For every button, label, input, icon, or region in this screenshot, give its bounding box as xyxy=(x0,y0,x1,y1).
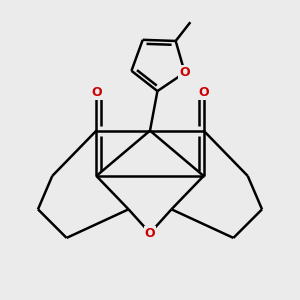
Text: O: O xyxy=(179,66,190,79)
Text: O: O xyxy=(145,226,155,240)
Text: O: O xyxy=(198,86,209,99)
Text: O: O xyxy=(91,86,102,99)
